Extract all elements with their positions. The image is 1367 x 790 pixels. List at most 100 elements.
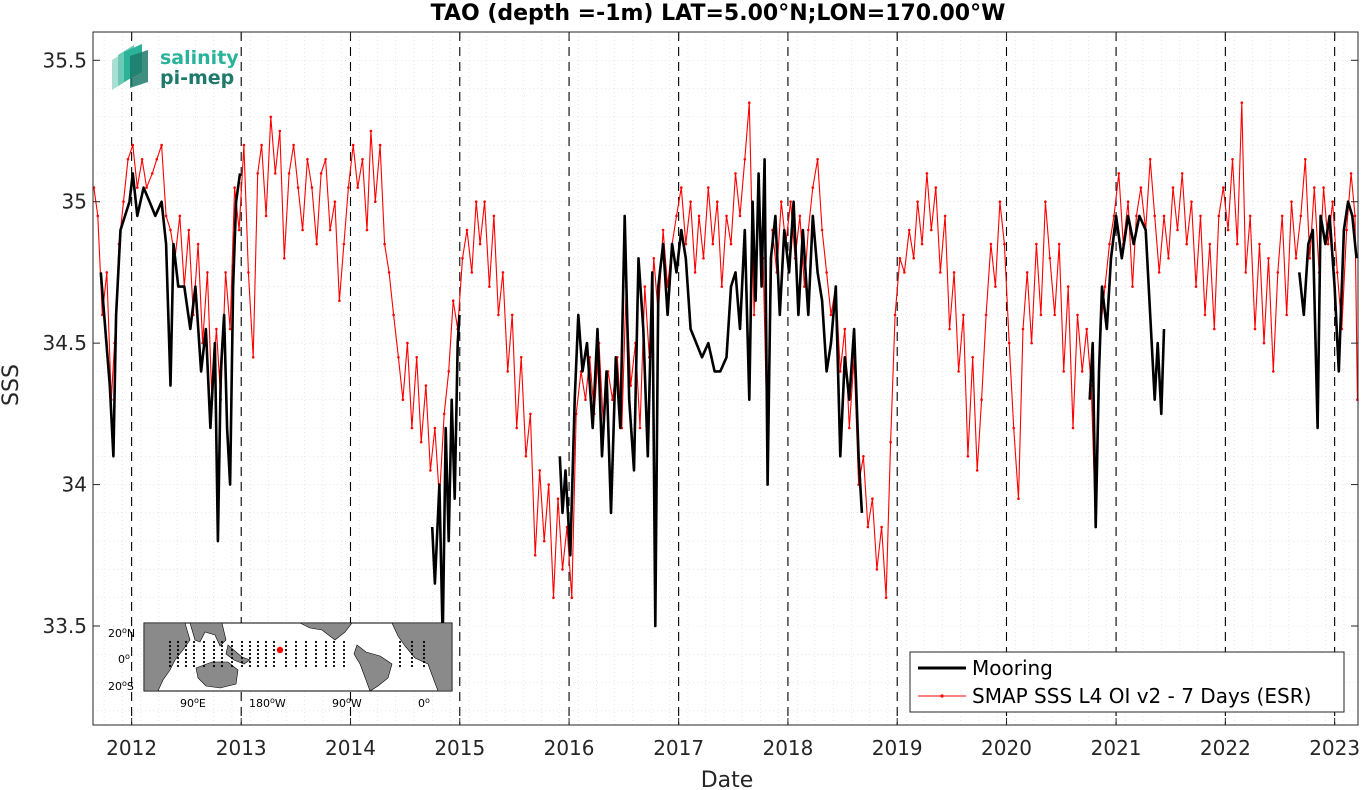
smap-point [752,313,756,317]
buoy-dot [168,652,172,656]
smap-point [1017,497,1020,501]
y-axis-label: SSS [0,364,24,406]
smap-point [140,158,144,161]
smap-point [105,271,109,274]
smap-point [328,228,332,232]
buoy-dot [202,652,206,656]
smap-point [871,497,874,501]
buoy-dot [314,640,318,644]
buoy-dot [272,644,276,648]
buoy-dot [202,656,206,660]
buoy-dot [398,664,402,668]
smap-point [365,228,369,232]
smap-point [1326,242,1330,246]
buoy-dot [192,644,196,648]
smap-point [638,426,642,430]
smap-point [319,172,323,175]
smap-point [1103,285,1107,288]
buoy-dot [410,652,414,656]
smap-point [1108,242,1111,246]
buoy-dot [168,648,172,652]
buoy-dot [332,660,336,664]
smap-point [807,228,810,232]
series-smap [92,101,1359,599]
smap-point [306,158,309,161]
smap-point [697,214,701,218]
smap-point [1153,214,1156,218]
smap-point [1199,214,1202,218]
smap-point [903,271,906,274]
buoy-dot [168,640,172,644]
smap-point [410,426,414,430]
smap-point [1253,327,1257,331]
selected-buoy-marker [276,646,284,654]
buoy-dot [284,664,288,668]
smap-point [884,596,888,599]
buoy-dot [272,656,276,660]
buoy-dot [220,652,224,656]
buoy-dot [314,660,318,664]
smap-point [661,228,665,232]
buoy-dot [284,656,288,660]
buoy-dot [324,656,328,660]
buoy-dot [230,664,234,668]
buoy-dot [398,640,402,644]
smap-point [984,313,988,317]
legend-box [909,651,1345,713]
smap-point [907,228,911,232]
buoy-dot [256,656,260,660]
buoy-markers [168,640,426,668]
smap-point [862,455,865,458]
smap-point [1171,186,1175,189]
smap-point [720,285,724,288]
smap-point [1135,214,1138,218]
map-lon-label-180w: 180oW [249,696,286,710]
smap-point [820,228,824,232]
smap-point [1044,200,1047,203]
smap-point [1035,242,1038,246]
smap-point [260,143,263,147]
smap-point [1131,285,1134,288]
smap-point [789,200,792,203]
buoy-dot [248,664,252,668]
series-layer [92,101,1359,642]
buoy-dot [304,656,308,660]
smap-point [347,186,350,189]
smap-point [538,469,541,472]
buoy-dot [256,652,260,656]
smap-point [310,186,314,189]
smap-point [283,257,286,260]
map-lat-label-north: 20oN [108,626,135,640]
buoy-dot [184,648,188,652]
buoy-dot [410,640,414,644]
buoy-dot [202,664,206,668]
buoy-dot [192,660,196,664]
buoy-dot [398,660,402,664]
smap-point [131,143,135,147]
smap-point [237,228,241,232]
smap-point [1349,172,1353,175]
smap-point [1167,257,1170,260]
smap-point [529,412,532,416]
smap-point [419,440,423,444]
buoy-dot [304,652,308,656]
smap-point [215,327,218,331]
smap-point [206,271,209,274]
buoy-dot [176,656,180,660]
buoy-dot [304,644,308,648]
map-lon-label-90w: 90oW [332,696,362,710]
buoy-dot [220,644,224,648]
buoy-dot [256,648,260,652]
smap-point [196,242,200,246]
smap-point [1062,370,1065,373]
smap-point [1007,341,1011,345]
legend: Mooring SMAP SSS L4 OI v2 - 7 Days (ESR) [909,651,1345,713]
smap-point [1336,271,1339,274]
smap-point [1148,158,1152,161]
y-tick-label: 34.5 [42,331,87,355]
buoy-dot [264,656,268,660]
buoy-dot [410,664,414,668]
buoy-dot [192,648,196,652]
series-mooring [99,158,1358,642]
